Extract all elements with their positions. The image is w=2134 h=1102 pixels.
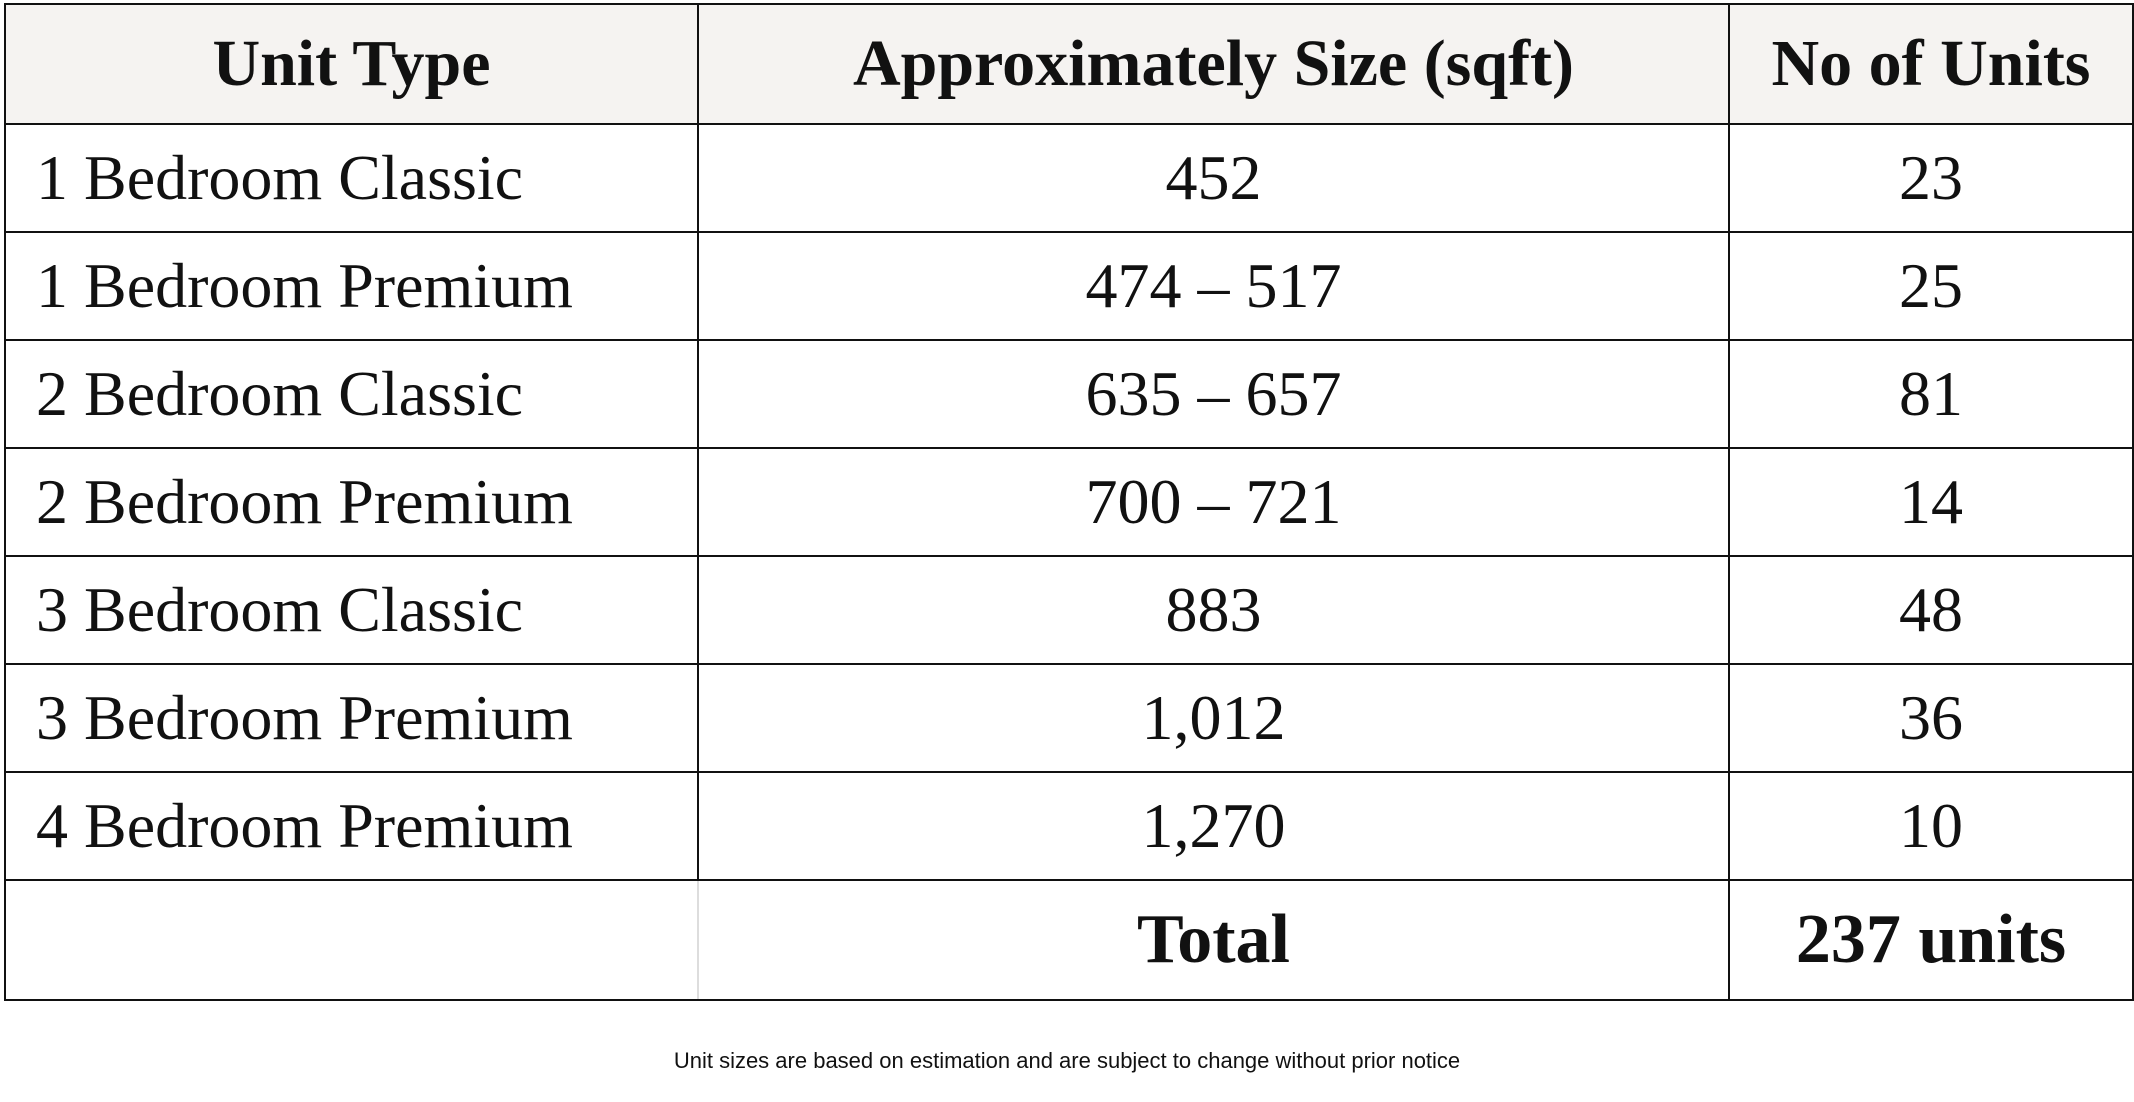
table-row: 2 Bedroom Classic 635 – 657 81 [4, 339, 2134, 449]
table-body: 1 Bedroom Classic 452 23 1 Bedroom Premium 4… [4, 123, 2134, 1001]
table-cell: 452 [697, 123, 1730, 233]
table-cell: 700 – 721 [697, 447, 1730, 557]
table-cell: 81 [1728, 339, 2134, 449]
header-row: Unit Type Approximately Size (sqft) No o… [4, 3, 2134, 125]
total-row: Total 237 units [4, 879, 2134, 1001]
table-cell: 3 Bedroom Classic [4, 555, 699, 665]
table-cell: 14 [1728, 447, 2134, 557]
table-cell: 883 [697, 555, 1730, 665]
table-row: 3 Bedroom Classic 883 48 [4, 555, 2134, 665]
table-cell: 1 Bedroom Classic [4, 123, 699, 233]
table-cell: 10 [1728, 771, 2134, 881]
unit-table: Unit Type Approximately Size (sqft) No o… [4, 3, 2134, 1001]
table-cell: 23 [1728, 123, 2134, 233]
table-row: 4 Bedroom Premium 1,270 10 [4, 771, 2134, 881]
header-cell: No of Units [1728, 3, 2134, 125]
table-cell: 25 [1728, 231, 2134, 341]
table-cell: 4 Bedroom Premium [4, 771, 699, 881]
table-cell: 474 – 517 [697, 231, 1730, 341]
empty-cell [4, 879, 699, 1001]
total-label: Total [697, 879, 1730, 1001]
table-cell: 1,012 [697, 663, 1730, 773]
table-cell: 3 Bedroom Premium [4, 663, 699, 773]
table-cell: 1 Bedroom Premium [4, 231, 699, 341]
table-row: 1 Bedroom Premium 474 – 517 25 [4, 231, 2134, 341]
header-cell: Unit Type [4, 3, 699, 125]
table-row: 2 Bedroom Premium 700 – 721 14 [4, 447, 2134, 557]
table-row: 3 Bedroom Premium 1,012 36 [4, 663, 2134, 773]
footnote: Unit sizes are based on estimation and a… [673, 1048, 1461, 1073]
table-cell: 635 – 657 [697, 339, 1730, 449]
table-cell: 48 [1728, 555, 2134, 665]
header-cell: Approximately Size (sqft) [697, 3, 1730, 125]
table-cell: 2 Bedroom Premium [4, 447, 699, 557]
total-value: 237 units [1728, 879, 2134, 1001]
table-row: 1 Bedroom Classic 452 23 [4, 123, 2134, 233]
table-cell: 2 Bedroom Classic [4, 339, 699, 449]
table-cell: 1,270 [697, 771, 1730, 881]
table-cell: 36 [1728, 663, 2134, 773]
